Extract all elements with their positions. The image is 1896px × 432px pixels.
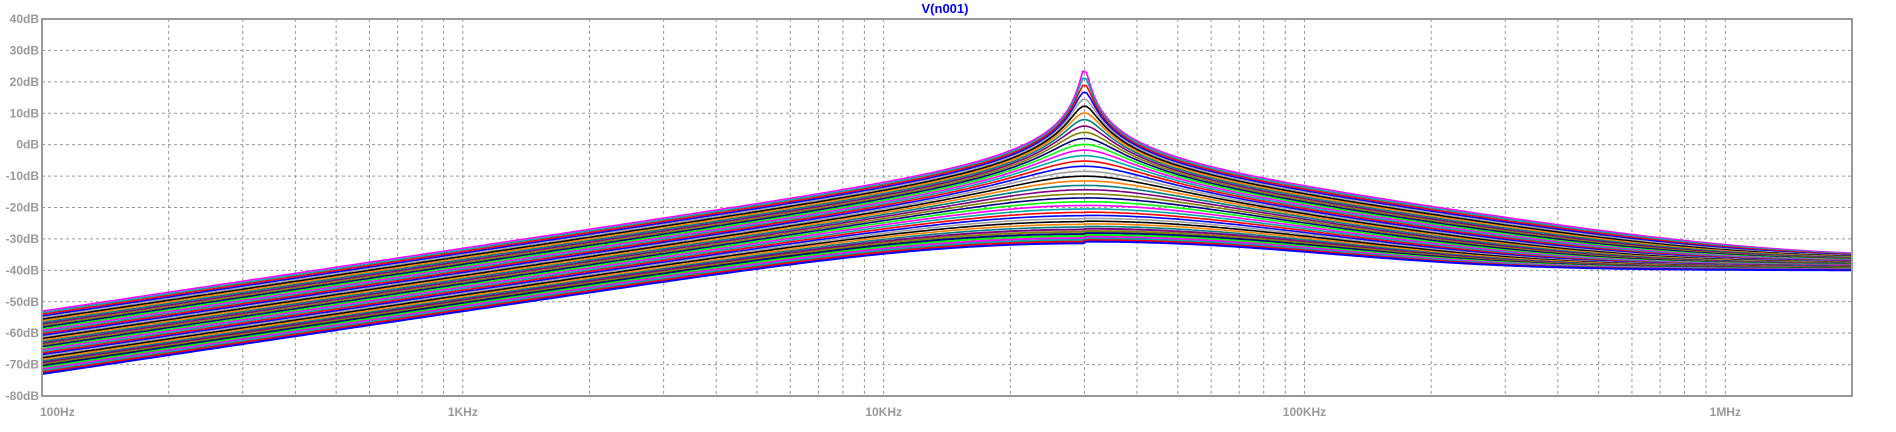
trace-line[interactable] — [41, 184, 1852, 343]
plot-frame — [41, 18, 1853, 397]
trace-line[interactable] — [41, 70, 1853, 312]
trace-line[interactable] — [41, 149, 1853, 332]
trace-line[interactable] — [41, 211, 1852, 354]
y-tick-label: 30dB — [10, 43, 40, 57]
tick-labels: 40dB 30dB 20dB 10dB 0dB -10dB -20dB -30dB -40dB -… — [6, 12, 1741, 419]
y-tick-label: -20dB — [6, 201, 40, 215]
trace-line[interactable] — [41, 217, 1852, 358]
trace-line[interactable] — [41, 98, 1853, 319]
y-tick-label: -50dB — [6, 295, 40, 309]
trace-line[interactable] — [41, 165, 1852, 337]
trace-line[interactable] — [41, 204, 1852, 351]
trace-title[interactable]: V(n001) — [922, 1, 969, 16]
trace-line[interactable] — [41, 125, 1853, 325]
trace-line[interactable] — [41, 197, 1852, 348]
trace-line[interactable] — [41, 154, 1852, 333]
trace-line[interactable] — [41, 188, 1852, 345]
trace-line[interactable] — [41, 84, 1853, 316]
trace-line[interactable] — [41, 118, 1853, 324]
trace-line[interactable] — [41, 170, 1853, 338]
y-tick-label: -80dB — [6, 389, 40, 403]
y-tick-label: 40dB — [10, 12, 40, 26]
y-tick-label: 10dB — [10, 106, 40, 120]
trace-line[interactable] — [41, 105, 1853, 320]
trace-line[interactable] — [41, 112, 1853, 322]
grid-lines — [41, 18, 1853, 397]
trace-line[interactable] — [41, 137, 1853, 329]
trace-line[interactable] — [41, 175, 1853, 340]
trace-line[interactable] — [41, 91, 1853, 317]
x-tick-label: 1MHz — [1710, 405, 1741, 419]
trace-line[interactable] — [41, 208, 1852, 353]
trace-line[interactable] — [41, 200, 1853, 349]
y-tick-label: -70dB — [6, 358, 40, 372]
y-tick-label: -30dB — [6, 232, 40, 246]
y-tick-label: -10dB — [6, 169, 40, 183]
y-tick-label: -60dB — [6, 326, 40, 340]
y-tick-label: -40dB — [6, 263, 40, 277]
trace-line[interactable] — [41, 180, 1852, 341]
y-tick-label: 20dB — [10, 75, 40, 89]
x-tick-label: 1KHz — [448, 405, 478, 419]
plot-border — [41, 18, 1853, 397]
trace-line[interactable] — [41, 193, 1852, 346]
trace-line[interactable] — [41, 214, 1852, 356]
trace-line[interactable] — [41, 240, 1852, 375]
trace-line[interactable] — [41, 160, 1853, 335]
y-tick-label: 0dB — [16, 138, 39, 152]
x-tick-label: 100KHz — [1283, 405, 1326, 419]
x-tick-label: 100Hz — [40, 405, 75, 419]
trace-group — [41, 70, 1853, 375]
trace-line[interactable] — [41, 143, 1853, 330]
x-tick-label: 10KHz — [865, 405, 902, 419]
trace-line[interactable] — [41, 131, 1853, 327]
trace-line[interactable] — [41, 77, 1853, 314]
